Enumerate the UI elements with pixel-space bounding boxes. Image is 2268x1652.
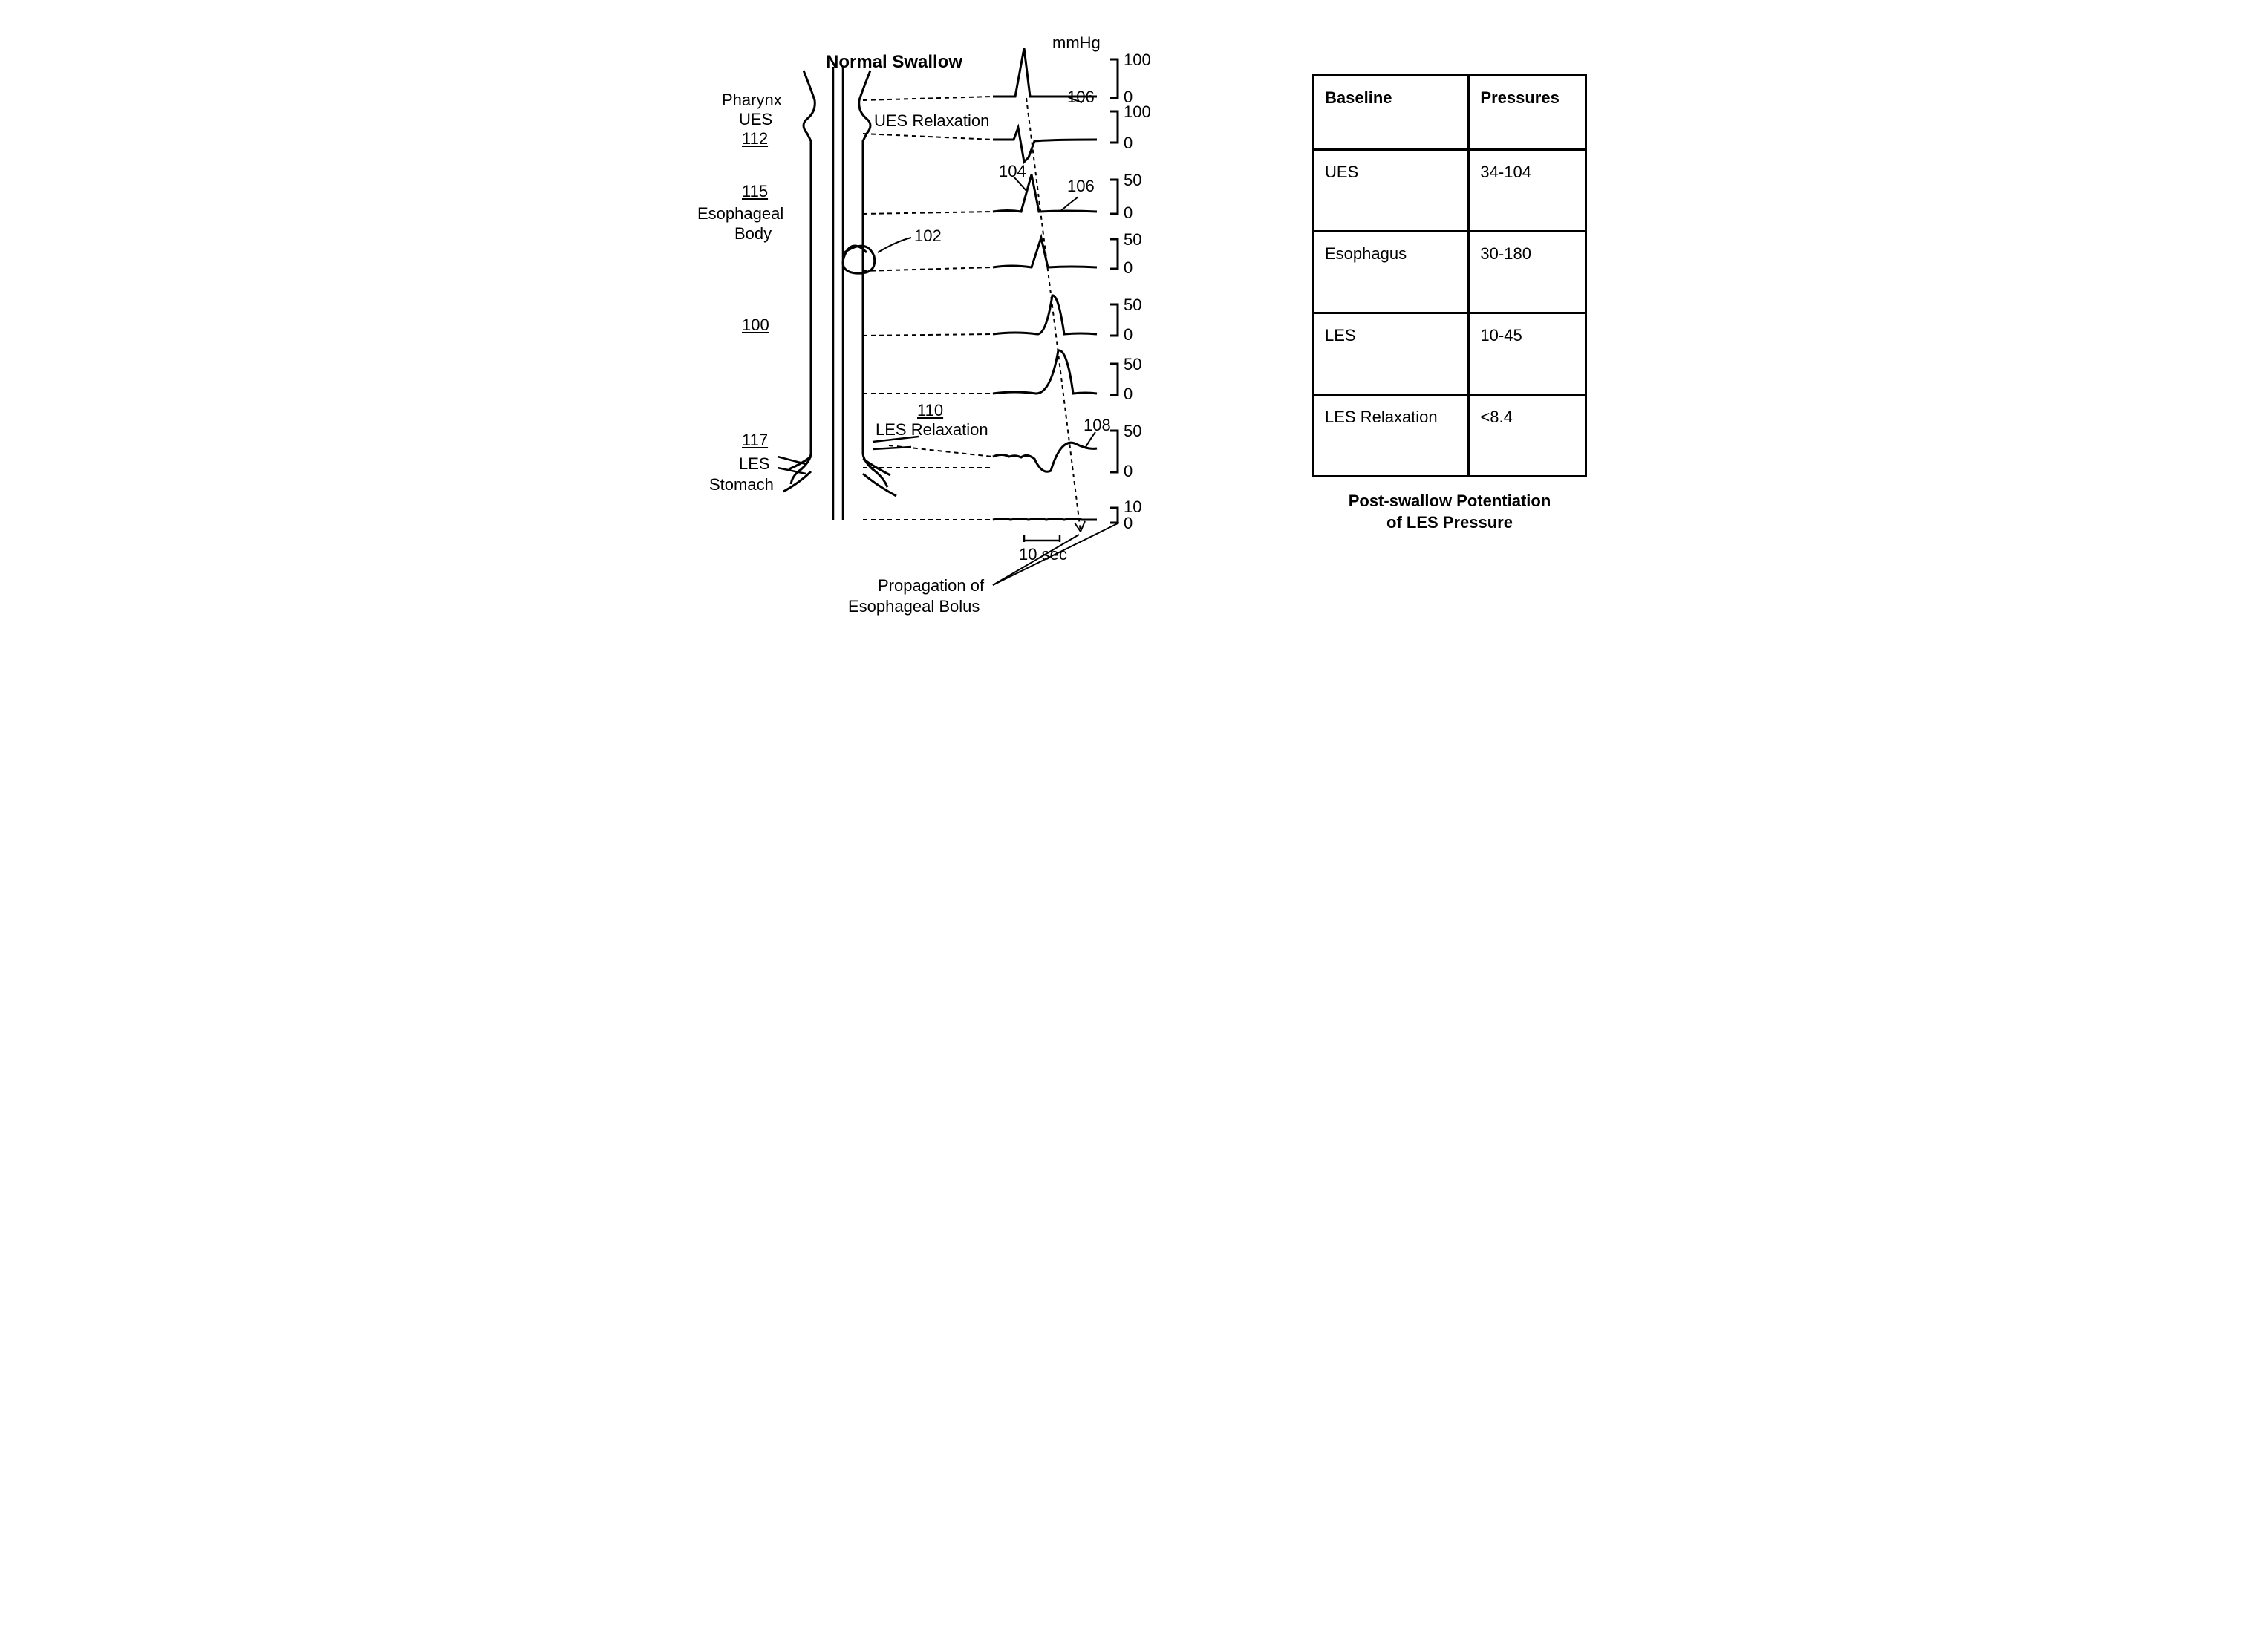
ref-110: 110: [917, 401, 943, 420]
table-row: UES 34-104: [1314, 150, 1586, 232]
label-ues: UES: [739, 110, 772, 129]
caption-line-2: of LES Pressure: [1386, 513, 1513, 532]
table-row: LES Relaxation <8.4: [1314, 395, 1586, 477]
cell: Esophagus: [1314, 232, 1469, 313]
table-row: LES 10-45: [1314, 313, 1586, 395]
tick-7-lo: 0: [1124, 462, 1133, 481]
unit-label: mmHg: [1052, 33, 1101, 53]
label-esoph-body-1: Esophageal: [697, 204, 783, 223]
tick-7-hi: 50: [1124, 422, 1141, 441]
cell: LES Relaxation: [1314, 395, 1469, 477]
cell: LES: [1314, 313, 1469, 395]
label-les: LES: [739, 454, 770, 474]
ref-102: 102: [914, 226, 942, 246]
col-baseline: Baseline: [1314, 76, 1469, 150]
label-stomach: Stomach: [709, 475, 774, 494]
ref-100: 100: [742, 316, 769, 335]
ref-106b: 106: [1067, 177, 1095, 196]
tick-5-lo: 0: [1124, 325, 1133, 345]
tick-3-lo: 0: [1124, 203, 1133, 223]
tick-4-lo: 0: [1124, 258, 1133, 278]
tick-2-lo: 0: [1124, 134, 1133, 153]
tick-1-hi: 100: [1124, 50, 1151, 70]
ref-115: 115: [742, 182, 768, 201]
label-les-relax: LES Relaxation: [876, 420, 988, 440]
time-scale-label: 10 sec: [1019, 545, 1067, 564]
cell: UES: [1314, 150, 1469, 232]
table-caption: Post-swallow Potentiation of LES Pressur…: [1312, 491, 1587, 533]
diagram-title: Normal Swallow: [826, 52, 962, 74]
cell: <8.4: [1469, 395, 1586, 477]
cell: 10-45: [1469, 313, 1586, 395]
manometry-diagram: Normal Swallow mmHg Pharynx UES 112 115 …: [681, 30, 1283, 639]
pressure-table: Baseline Pressures UES 34-104 Esophagus …: [1312, 74, 1587, 477]
tick-6-hi: 50: [1124, 355, 1141, 374]
table-row: Esophagus 30-180: [1314, 232, 1586, 313]
tick-2-hi: 100: [1124, 102, 1151, 122]
tick-4-hi: 50: [1124, 230, 1141, 249]
ref-106a: 106: [1067, 88, 1095, 107]
pressure-table-area: Baseline Pressures UES 34-104 Esophagus …: [1312, 74, 1587, 533]
tick-8-lo: 0: [1124, 514, 1133, 533]
label-ues-relax: UES Relaxation: [874, 111, 989, 131]
ref-112: 112: [742, 129, 768, 148]
ref-108: 108: [1084, 416, 1111, 435]
label-pharynx: Pharynx: [722, 91, 782, 110]
tick-3-hi: 50: [1124, 171, 1141, 190]
tick-5-hi: 50: [1124, 296, 1141, 315]
col-pressures: Pressures: [1469, 76, 1586, 150]
ref-104: 104: [999, 162, 1026, 181]
table-header-row: Baseline Pressures: [1314, 76, 1586, 150]
cell: 34-104: [1469, 150, 1586, 232]
caption-line-1: Post-swallow Potentiation: [1349, 492, 1551, 510]
label-esoph-body-2: Body: [734, 224, 772, 244]
propagation-label-1: Propagation of: [878, 576, 984, 595]
tick-6-lo: 0: [1124, 385, 1133, 404]
ref-117: 117: [742, 431, 768, 450]
cell: 30-180: [1469, 232, 1586, 313]
propagation-label-2: Esophageal Bolus: [848, 597, 980, 616]
